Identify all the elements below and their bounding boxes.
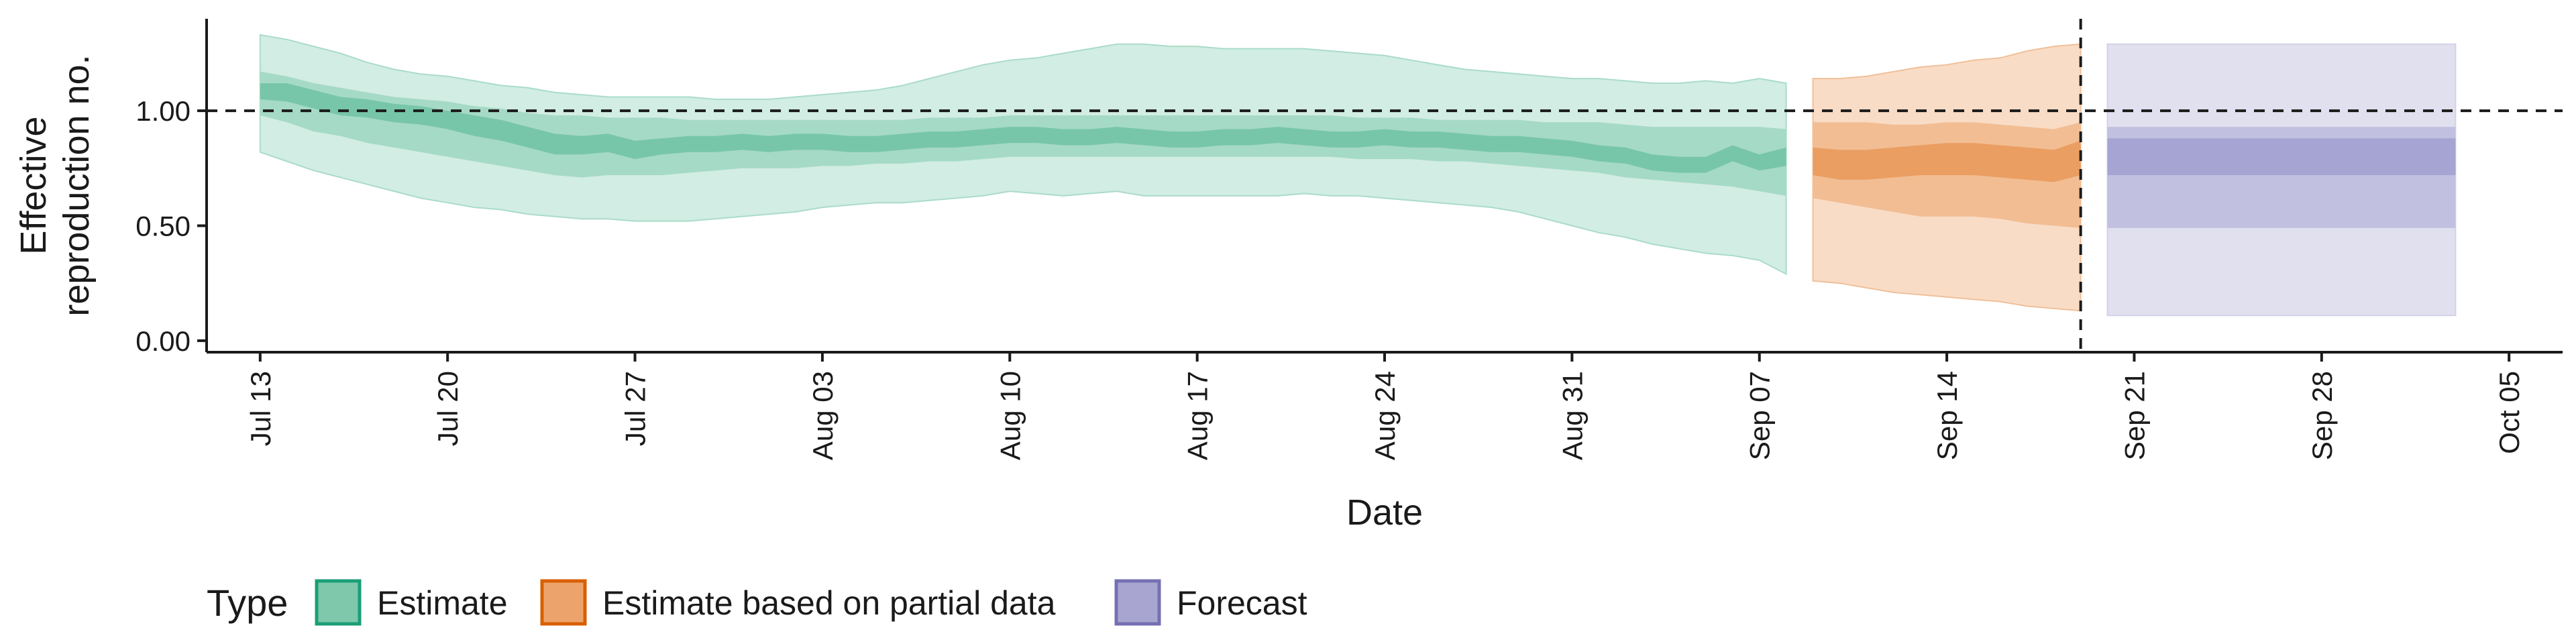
y-tick-label: 0.50 (136, 210, 191, 241)
credible-interval-20 (1813, 140, 2081, 182)
x-tick-label: Jul 20 (432, 371, 464, 446)
x-ticks: Jul 13 Jul 20 Jul 27 Aug 03 Aug 10 Aug 17 Aug … (245, 352, 2525, 460)
x-tick-label: Aug 10 (994, 371, 1026, 460)
y-tick-label: 1.00 (136, 95, 191, 127)
legend-label: Estimate based on partial data (602, 584, 1056, 622)
x-tick-label: Aug 31 (1556, 371, 1588, 460)
x-tick-label: Aug 17 (1182, 371, 1214, 460)
reference-lines (207, 19, 2563, 352)
y-axis-title-line-1: Effective (13, 116, 54, 254)
y-axis-title-line-2: reproduction no. (56, 54, 97, 316)
legend-label: Estimate (377, 584, 508, 622)
band-layer (259, 34, 2457, 317)
x-axis-title: Date (1346, 492, 1423, 533)
x-tick-label: Sep 14 (1931, 371, 1963, 460)
x-tick-label: Jul 27 (620, 371, 651, 446)
y-ticks: 0.00 0.50 1.00 (136, 95, 207, 357)
x-tick-label: Oct 05 (2493, 371, 2525, 454)
legend-swatch (315, 579, 362, 626)
legend-swatch (540, 579, 587, 626)
x-tick-label: Aug 03 (807, 371, 839, 460)
x-tick-label: Sep 21 (2118, 371, 2150, 460)
legend-label: Forecast (1177, 584, 1307, 622)
x-tick-label: Sep 28 (2306, 371, 2338, 460)
x-tick-label: Sep 07 (1744, 371, 1776, 460)
series-estimate-based-on-partial-data (1812, 43, 2082, 312)
legend-swatch (1114, 579, 1161, 626)
x-tick-label: Aug 24 (1369, 371, 1401, 460)
axes: 0.00 0.50 1.00 Jul 13 Jul 20 Jul 27 Aug 03 Aug… (136, 19, 2563, 460)
legend: Type Estimate Estimate based on partial d… (207, 579, 1307, 626)
legend-title: Type (207, 582, 288, 624)
series-forecast (2106, 43, 2457, 317)
series-estimate (259, 34, 1787, 276)
credible-interval-20 (260, 83, 1786, 173)
x-tick-label: Jul 13 (245, 371, 276, 446)
y-tick-label: 0.00 (136, 325, 191, 357)
credible-interval-20 (2107, 138, 2456, 176)
legend-entries: Estimate Estimate based on partial data Fo… (315, 579, 1307, 626)
